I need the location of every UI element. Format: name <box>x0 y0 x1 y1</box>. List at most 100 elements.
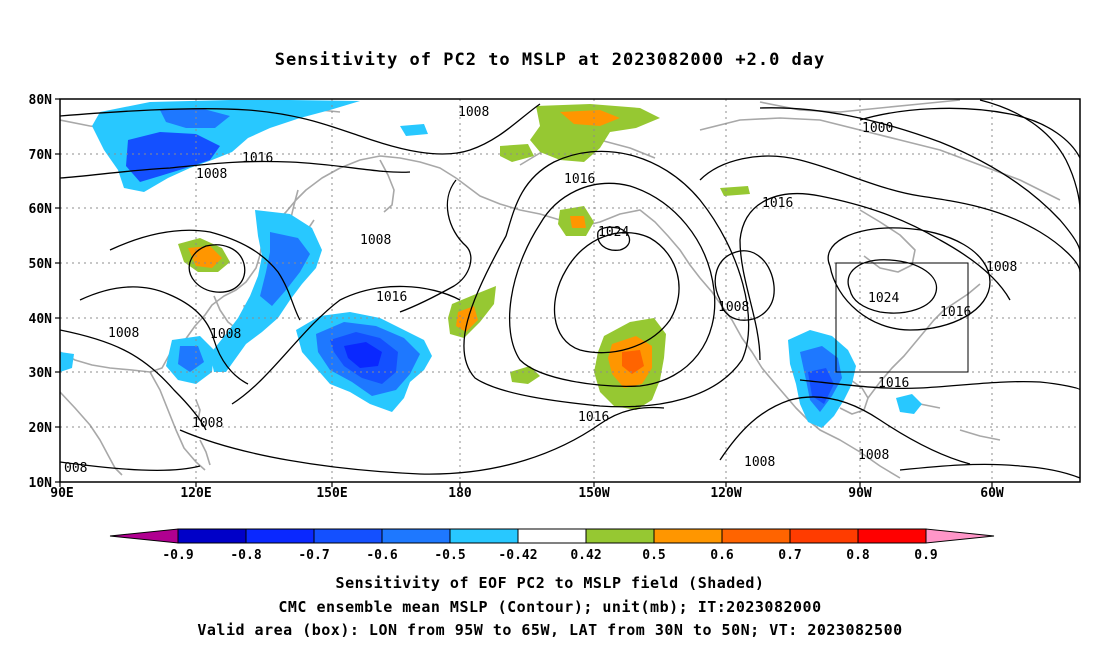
contour-label: 1008 <box>986 260 1017 275</box>
lat-label: 80N <box>29 93 53 108</box>
lon-label: 90W <box>848 486 872 501</box>
neg-patch-siberia <box>400 124 428 136</box>
valid-area-box <box>835 262 969 373</box>
contour-label: 1008 <box>210 327 241 342</box>
lon-label: 150W <box>578 486 609 501</box>
contour-west-pac-1016 <box>231 285 461 405</box>
contour-arctic-1008 <box>759 107 1080 253</box>
taiwan-philippines <box>195 399 211 466</box>
contour-south-na <box>719 396 971 465</box>
colorbar-arrow-right <box>925 528 995 544</box>
neg-patch-gulf-dark <box>808 368 834 404</box>
colorbar: -0.9 -0.8 -0.7 -0.6 -0.5 -0.42 0.42 0.5 0.6 0.7 0.… <box>109 528 995 563</box>
neg-patch-china-core <box>178 346 204 372</box>
contour-atlantic-1016 <box>827 227 991 331</box>
pos-patch-arctic <box>530 104 660 162</box>
contour-nw-1016 <box>699 155 1080 273</box>
pos-patch-dateline-core <box>456 306 478 332</box>
contour-south-1008 <box>60 461 201 471</box>
us-east-coast <box>867 283 981 399</box>
lon-label: 120W <box>710 486 741 501</box>
contour-label: 1016 <box>878 376 909 391</box>
hudson-bay <box>859 209 916 273</box>
lat-label: 30N <box>29 366 53 381</box>
contour-china-1008 <box>60 329 207 431</box>
colorbar-box <box>721 528 791 544</box>
contour-label: 1024 <box>598 225 629 240</box>
latitude-labels: 80N 70N 60N 50N 40N 30N 20N 10N <box>29 93 53 491</box>
colorbar-label: -0.42 <box>498 548 537 563</box>
map-border <box>59 98 1081 483</box>
contour-subtrop-1016 <box>179 406 665 475</box>
contour-label: 008 <box>64 461 87 476</box>
graticule <box>60 99 1080 482</box>
colorbar-label: -0.7 <box>298 548 329 563</box>
neg-patch-kuril-core <box>260 232 310 306</box>
sensitivity-map: 1008 1016 1008 1016 1008 1016 1024 1016 … <box>29 93 1081 563</box>
contour-ne-asia <box>109 229 301 321</box>
contour-east-asia-1008 <box>79 286 249 385</box>
colorbar-label: 0.7 <box>778 548 801 563</box>
colorbar-box <box>585 528 655 544</box>
contour-caribbean-1016 <box>799 379 1080 391</box>
lon-label: 60W <box>980 486 1004 501</box>
lat-label: 20N <box>29 421 53 436</box>
contour-high-pacific-outer <box>463 150 750 408</box>
chart-title: Sensitivity of PC2 to MSLP at 2023082000… <box>274 50 826 70</box>
contour-label: 1008 <box>858 448 889 463</box>
colorbar-label: -0.6 <box>366 548 397 563</box>
contour-high-core <box>597 226 631 251</box>
indochina-coast <box>149 371 206 471</box>
colorbar-label: 0.8 <box>846 548 870 563</box>
contour-west-1008 <box>60 103 541 155</box>
colorbar-box <box>381 528 451 544</box>
contour-east-asia-low <box>188 244 246 293</box>
colorbar-label: 0.42 <box>570 548 601 563</box>
colorbar-label: -0.9 <box>162 548 193 563</box>
caption-line-2: CMC ensemble mean MSLP (Contour); unit(m… <box>278 598 822 616</box>
contour-west-1016 <box>60 160 411 179</box>
colorbar-box <box>517 528 587 544</box>
pos-patch-epac-inner <box>622 350 644 374</box>
contour-high-pacific-1024 <box>553 231 680 354</box>
pos-patch-bering <box>500 144 534 162</box>
na-west-coast <box>574 209 901 479</box>
colorbar-box <box>653 528 723 544</box>
colorbar-label: 0.9 <box>914 548 937 563</box>
pos-patch-canada <box>720 186 750 196</box>
kamchatka <box>379 159 395 213</box>
contour-label: 1008 <box>360 233 391 248</box>
contour-label: 1008 <box>108 326 139 341</box>
contour-label: 1016 <box>578 410 609 425</box>
contour-na-1008 <box>714 250 775 321</box>
contour-na-1016 <box>739 193 1011 361</box>
colorbar-box <box>449 528 519 544</box>
contour-label: 1008 <box>458 105 489 120</box>
colorbar-box <box>789 528 859 544</box>
colorbar-label: -0.8 <box>230 548 261 563</box>
colorbar-box <box>857 528 927 544</box>
contour-label: 1016 <box>762 196 793 211</box>
contour-label-group: 1008 1016 1008 1016 1008 1016 1024 1016 … <box>64 105 1017 476</box>
colorbar-box <box>245 528 315 544</box>
colorbar-label: 0.6 <box>710 548 734 563</box>
contour-arctic-1000 <box>859 107 1080 159</box>
colorbar-box <box>313 528 383 544</box>
colorbar-label: -0.5 <box>434 548 465 563</box>
lat-label: 50N <box>29 257 53 272</box>
caption-line-1: Sensitivity of EOF PC2 to MSLP field (Sh… <box>335 574 765 592</box>
contour-label: 1016 <box>376 290 407 305</box>
contour-label: 1000 <box>862 121 893 136</box>
lat-label: 70N <box>29 148 53 163</box>
colorbar-arrow-left <box>109 528 179 544</box>
lat-label: 60N <box>29 202 53 217</box>
mslp-contours <box>60 99 1080 479</box>
longitude-labels: 90E 120E 150E 180 150W 120W 90W 60W <box>50 486 1004 501</box>
colorbar-label: 0.5 <box>642 548 665 563</box>
neg-patch-westpac <box>60 352 74 372</box>
contour-label: 1016 <box>564 172 595 187</box>
contour-high-pacific-1016 <box>509 182 716 387</box>
contour-label: 1008 <box>192 416 223 431</box>
lon-label: 120E <box>180 486 211 501</box>
neg-patch-carib <box>896 394 922 414</box>
